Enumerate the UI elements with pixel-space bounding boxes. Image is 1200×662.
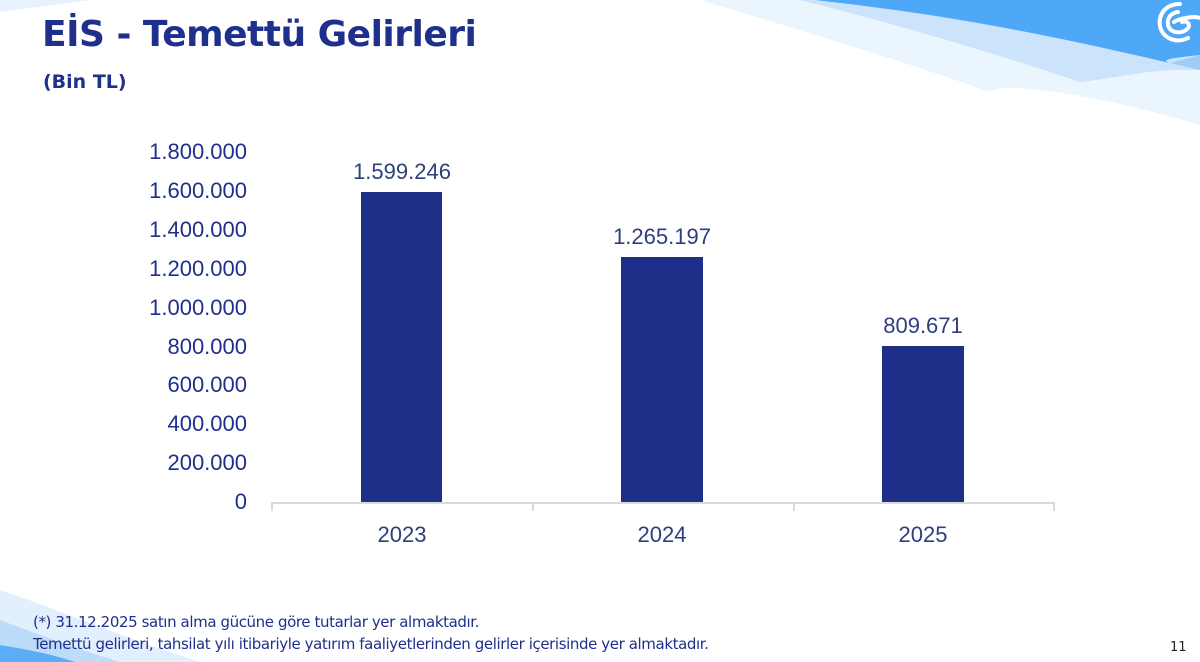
y-tick-label: 200.000: [167, 450, 247, 475]
x-axis-tick: [271, 502, 273, 511]
footnote-dividend-income: Temettü gelirleri, tahsilat yılı itibari…: [33, 635, 709, 653]
y-tick-label: 1.800.000: [149, 139, 247, 164]
slide-title: EİS - Temettü Gelirleri: [42, 14, 477, 55]
y-tick-label: 1.600.000: [149, 178, 247, 203]
company-logo-icon: [1157, 2, 1200, 43]
bar-2023: [361, 192, 442, 502]
bar-value-label: 1.599.246: [353, 159, 451, 184]
page-number: 11: [1170, 640, 1187, 655]
x-category-label: 2025: [898, 522, 948, 547]
bar-2025: [882, 346, 964, 502]
bar-2024: [621, 257, 703, 502]
y-tick-label: 1.400.000: [149, 217, 247, 242]
bar-value-label: 1.265.197: [613, 224, 711, 249]
bar-value-label: 809.671: [883, 313, 963, 338]
slide-subtitle-unit: (Bin TL): [43, 71, 127, 93]
x-category-label: 2024: [637, 522, 687, 547]
x-axis-tick: [532, 502, 534, 511]
y-tick-label: 1.000.000: [149, 295, 247, 320]
x-axis-tick: [1053, 502, 1055, 511]
y-tick-label: 1.200.000: [149, 256, 247, 281]
y-tick-label: 400.000: [167, 411, 247, 436]
y-tick-label: 600.000: [167, 372, 247, 397]
x-category-label: 2023: [377, 522, 427, 547]
footnote-purchasing-power: (*) 31.12.2025 satın alma gücüne göre tu…: [33, 613, 480, 631]
x-axis-tick: [793, 502, 795, 511]
y-tick-label: 0: [234, 489, 247, 514]
y-tick-label: 800.000: [167, 334, 247, 359]
x-axis-line: [272, 502, 1054, 504]
